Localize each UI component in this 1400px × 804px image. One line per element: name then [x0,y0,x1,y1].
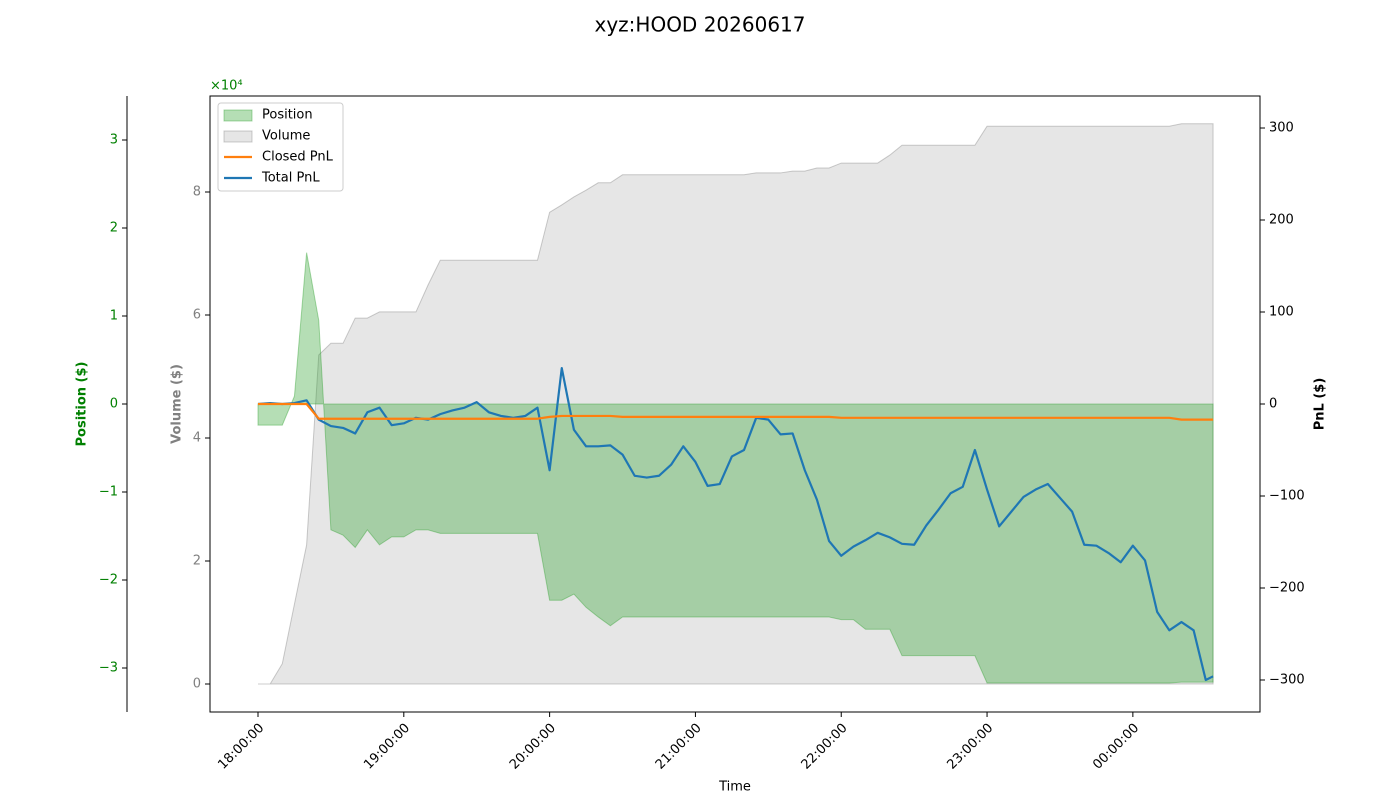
offset-label: ×10⁴ [210,79,243,94]
x-tick-label: 18:00:00 [215,721,267,773]
y-axis-label: PnL ($) [1313,378,1328,431]
y3-tick-label: 0 [110,397,118,412]
area [257,123,1214,685]
legend-box [217,102,344,192]
y-axis-label: Position ($) [75,362,90,447]
area [257,252,1214,684]
y2-tick-label: −200 [1269,580,1305,595]
y3-tick-label: 2 [110,221,118,236]
y-tick-label: 2 [193,553,201,568]
x-tick-label: 00:00:00 [1090,721,1142,773]
y-axis-label: Volume ($) [170,364,185,444]
plot-area [257,123,1214,685]
y2-tick-label: −300 [1269,672,1305,687]
y3-tick-label: 1 [110,309,118,324]
x-tick-label: 21:00:00 [653,721,705,773]
x-axis-label: Time [718,780,751,795]
y2-tick-label: 0 [1269,397,1277,412]
y-tick-label: 0 [193,676,201,691]
y2-tick-label: −100 [1269,488,1305,503]
legend-swatch [223,109,253,122]
chart-title: xyz:HOOD 20260617 [595,13,806,37]
y3-tick-label: −2 [99,573,118,588]
y3-tick-label: 3 [110,133,118,148]
line [257,402,1214,421]
x-tick-label: 23:00:00 [944,721,996,773]
y-tick-label: 8 [193,185,201,200]
legend-label: Total PnL [261,171,320,186]
legend-label: Closed PnL [262,150,334,165]
y2-tick-label: 300 [1269,121,1294,136]
y2-tick-label: 200 [1269,213,1294,228]
y-tick-label: 6 [193,308,201,323]
y3-tick-label: −1 [99,485,118,500]
y-tick-label: 4 [193,431,201,446]
y3-tick-label: −3 [99,661,118,676]
y2-tick-label: 100 [1269,305,1294,320]
legend-swatch [223,130,253,143]
legend-label: Position [262,108,313,123]
legend-label: Volume [262,129,310,144]
x-tick-label: 20:00:00 [507,721,559,773]
x-tick-label: 19:00:00 [361,721,413,773]
x-tick-label: 22:00:00 [799,721,851,773]
